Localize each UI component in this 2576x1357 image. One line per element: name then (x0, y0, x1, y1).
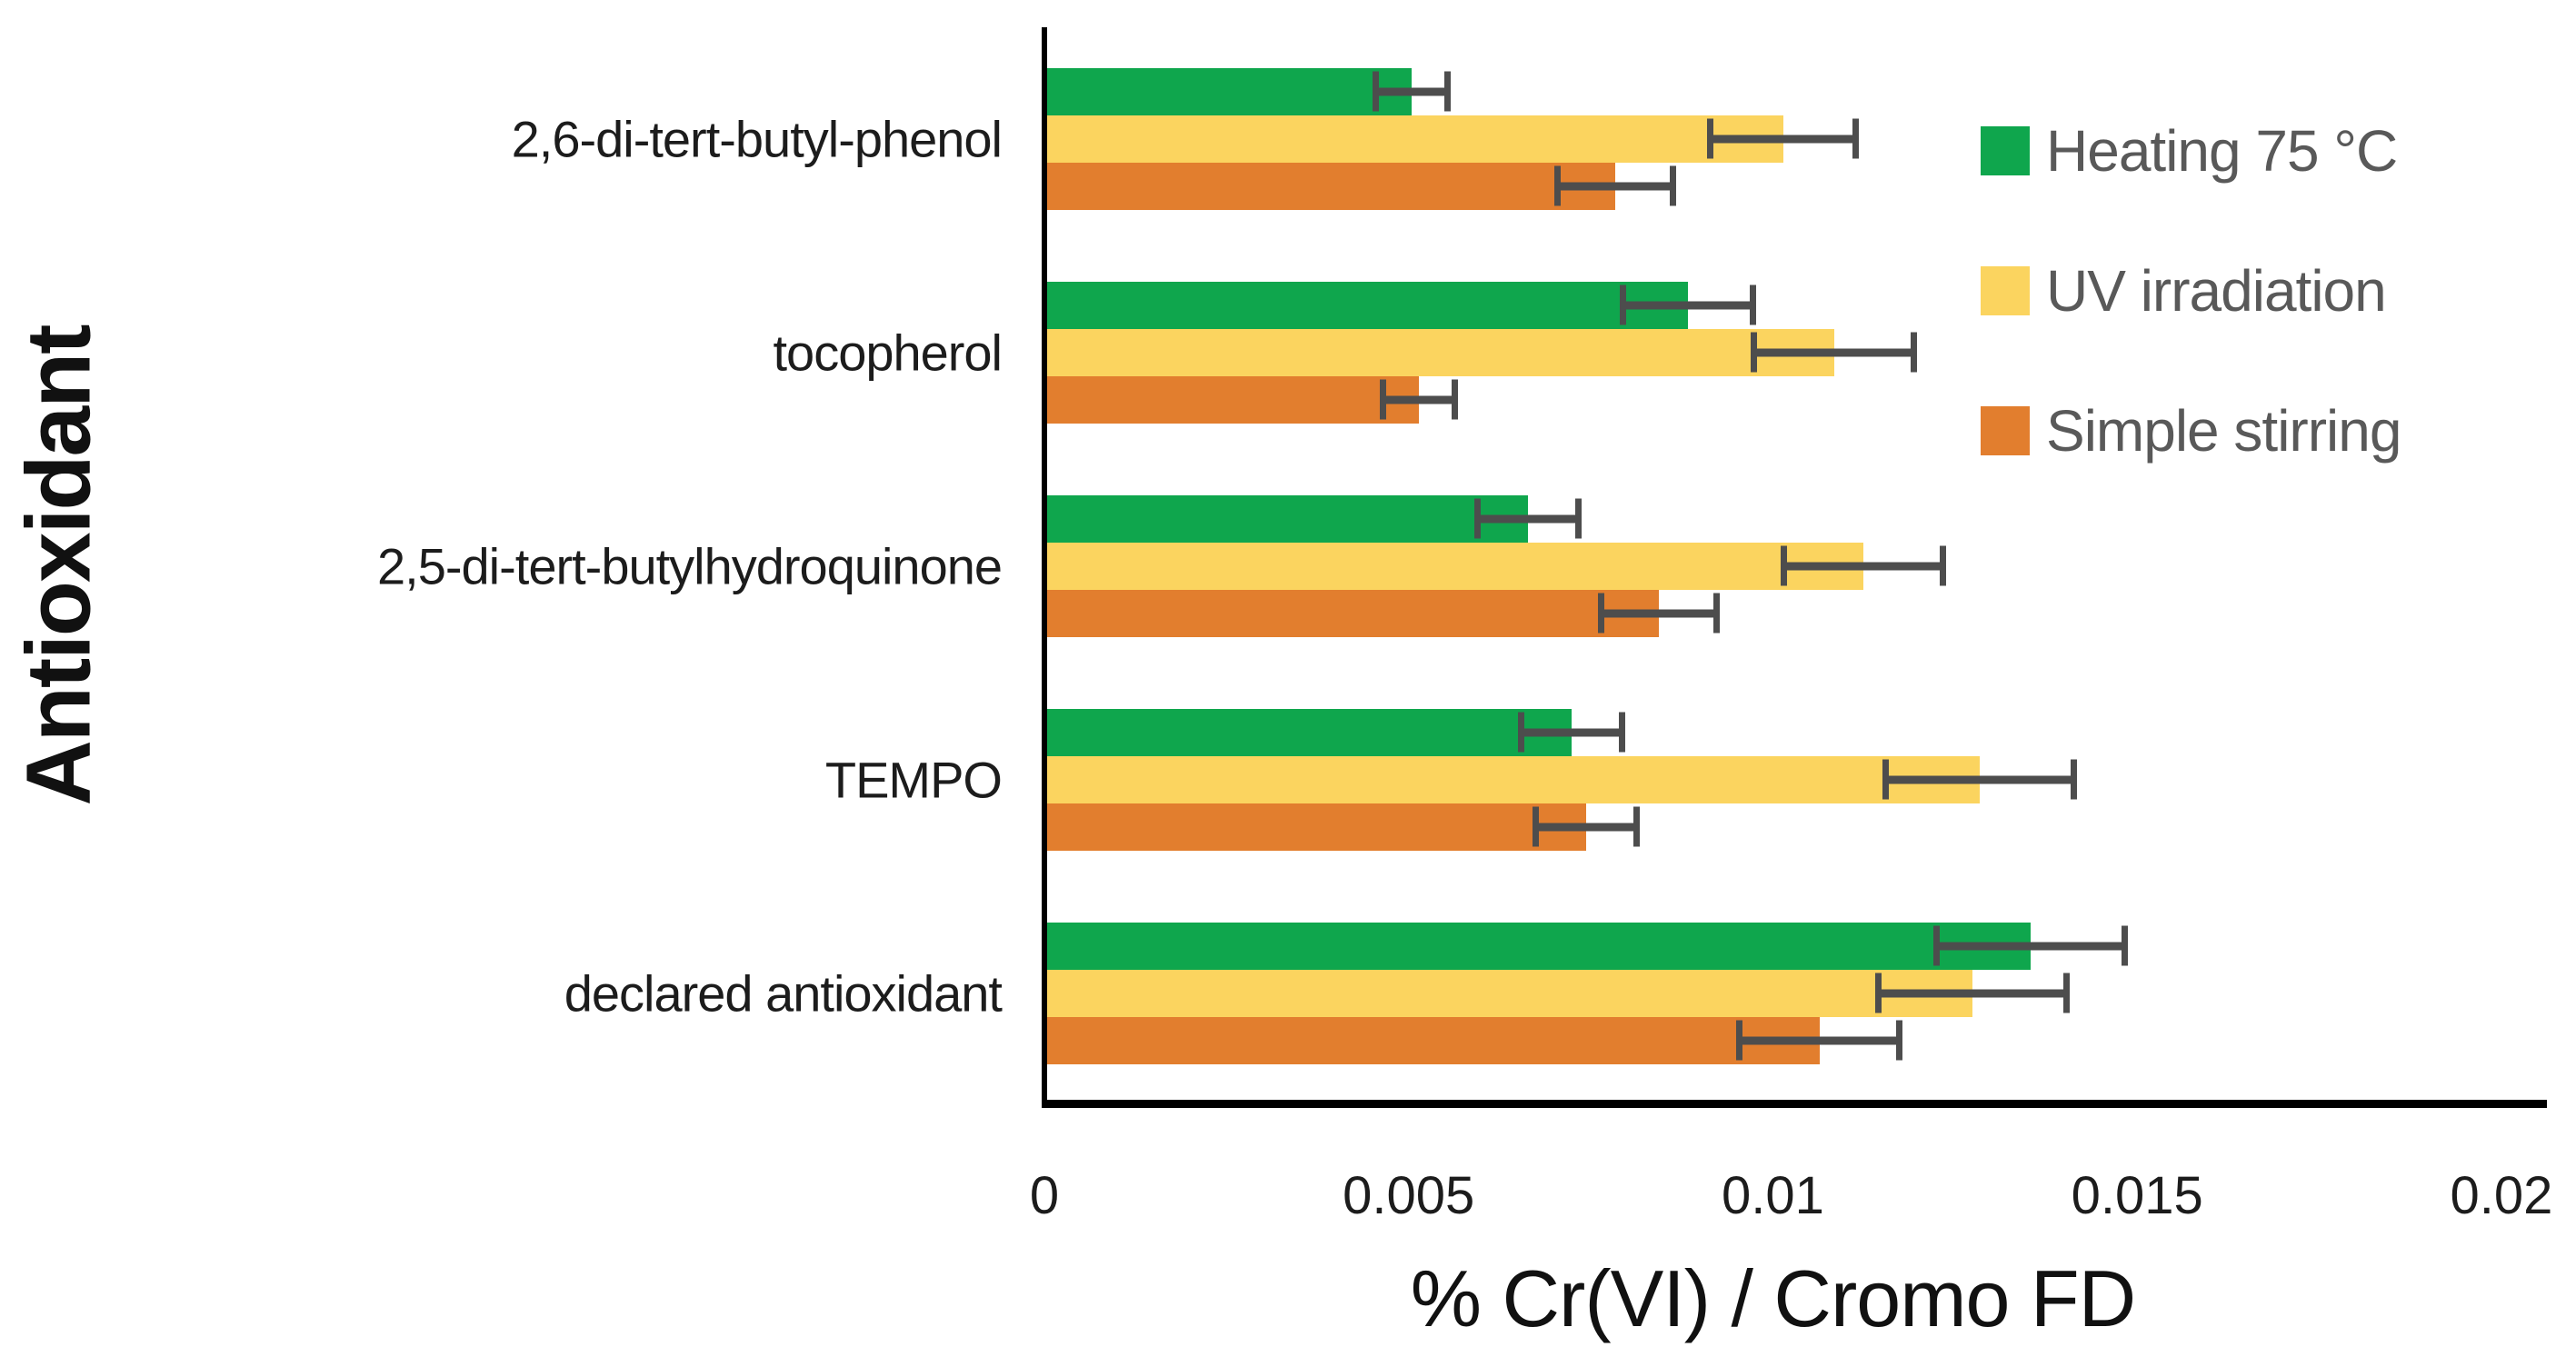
error-bar (1520, 728, 1623, 736)
legend-label: Heating 75 °C (2046, 118, 2398, 184)
bar-row (1047, 542, 2504, 590)
legend: Heating 75 °C UV irradiation Simple stirri… (1981, 118, 2401, 544)
bar (1047, 375, 1419, 424)
bar-row (1047, 969, 2504, 1017)
error-bar (1374, 87, 1448, 95)
category-label: declared antioxidant (564, 964, 1003, 1022)
legend-swatch-icon (1981, 406, 2030, 455)
bar (1047, 494, 1528, 543)
category-label: tocopherol (773, 324, 1003, 381)
plot-area: 2,6-di-tert-butyl-phenol tocopherol 2,5-di… (0, 32, 2576, 1100)
error-bar (1710, 135, 1856, 143)
bar (1047, 115, 1783, 163)
bar-group (1047, 922, 2504, 1064)
error-bar (1739, 1036, 1900, 1044)
category-label: 2,6-di-tert-butyl-phenol (511, 110, 1003, 167)
x-axis-ticks: 0 0.005 0.01 0.015 0.02 (1030, 1165, 2553, 1229)
bar (1047, 281, 1689, 329)
category-label: 2,5-di-tert-butylhydroquinone (377, 537, 1003, 594)
bar (1047, 67, 1412, 115)
category-group: TEMPO (0, 673, 2576, 886)
bar-row (1047, 1016, 2504, 1064)
error-bar (1622, 301, 1754, 309)
bar-row (1047, 67, 2504, 115)
bar-row (1047, 281, 2504, 329)
bar (1047, 1016, 1820, 1064)
error-bar (1753, 348, 1914, 356)
category-label: TEMPO (824, 751, 1003, 808)
bar (1047, 755, 1980, 803)
x-tick-label: 0 (1029, 1166, 1060, 1225)
legend-swatch-icon (1981, 126, 2030, 175)
bar-row (1047, 589, 2504, 637)
error-bar (1476, 514, 1580, 523)
bar (1047, 589, 1660, 637)
bar-row (1047, 375, 2504, 424)
error-bar (1382, 395, 1455, 404)
error-bar (1557, 182, 1674, 190)
bar-group (1047, 494, 2504, 637)
legend-label: UV irradiation (2046, 258, 2387, 324)
legend-swatch-icon (1981, 266, 2030, 315)
error-bar (1884, 775, 2075, 783)
error-bar (1782, 562, 1943, 570)
bar-row (1047, 162, 2504, 210)
bar-group (1047, 67, 2504, 210)
x-axis-title: % Cr(VI) / Cromo FD (1410, 1253, 2136, 1343)
bar-group (1047, 708, 2504, 851)
bar (1047, 542, 1863, 590)
bar (1047, 922, 2032, 970)
category-group: 2,5-di-tert-butylhydroquinone (0, 459, 2576, 673)
error-bar (1601, 609, 1718, 617)
category-group: declared antioxidant (0, 886, 2576, 1100)
category-group: tocopherol (0, 245, 2576, 459)
bar (1047, 803, 1587, 851)
bar (1047, 708, 1573, 756)
bar-row (1047, 755, 2504, 803)
x-tick-label: 0.01 (1722, 1166, 1824, 1225)
error-bar (1877, 989, 2068, 997)
error-bar (1935, 942, 2126, 950)
legend-label: Simple stirring (2046, 398, 2401, 464)
bar-row (1047, 803, 2504, 851)
x-tick-label: 0.005 (1343, 1166, 1475, 1225)
x-tick-label: 0.02 (2450, 1166, 2553, 1225)
legend-item: UV irradiation (1981, 258, 2401, 324)
bar (1047, 328, 1834, 376)
bar (1047, 162, 1616, 210)
category-group: 2,6-di-tert-butyl-phenol (0, 32, 2576, 245)
bar (1047, 969, 1972, 1017)
x-axis-line (1042, 1100, 2547, 1108)
bar-row (1047, 708, 2504, 756)
bar-row (1047, 115, 2504, 163)
bar-row (1047, 922, 2504, 970)
error-bar (1535, 823, 1638, 831)
legend-item: Heating 75 °C (1981, 118, 2401, 184)
legend-item: Simple stirring (1981, 398, 2401, 464)
y-axis-line (1042, 27, 1047, 1108)
bar-row (1047, 494, 2504, 543)
x-tick-label: 0.015 (2071, 1166, 2203, 1225)
bar-group (1047, 281, 2504, 424)
bar-row (1047, 328, 2504, 376)
